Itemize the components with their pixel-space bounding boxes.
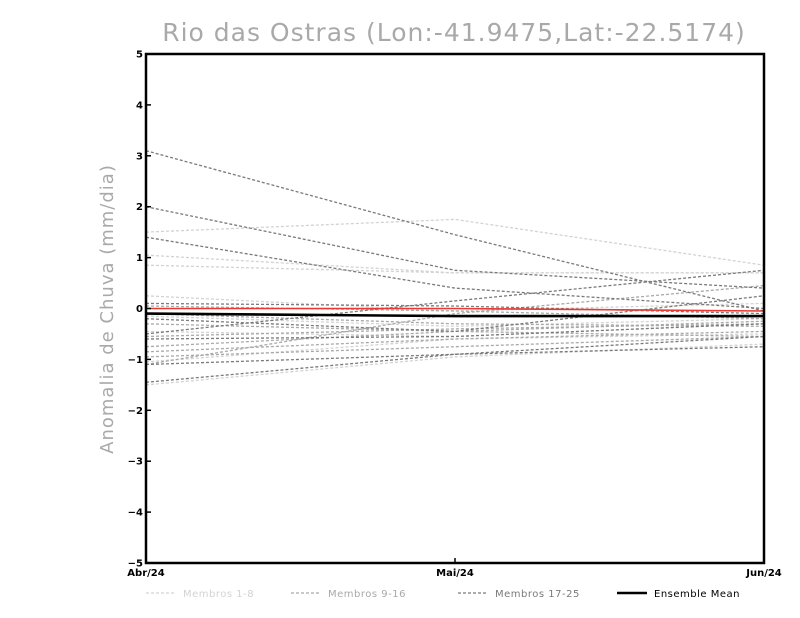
- y-tick-label: −1: [128, 355, 143, 366]
- y-tick-label: 3: [136, 151, 143, 162]
- x-tick-label: Jun/24: [745, 568, 782, 579]
- y-tick-label: −3: [128, 457, 143, 468]
- x-tick-label: Mai/24: [436, 568, 474, 579]
- y-tick-label: 1: [136, 253, 143, 264]
- series-line-20: [145, 302, 765, 315]
- y-tick-label: −2: [128, 406, 143, 417]
- series-line-13: [145, 330, 765, 348]
- series-line-21: [145, 295, 765, 333]
- x-ticks: Abr/24 Mai/24 Jun/24: [127, 558, 782, 579]
- series-line-25: [145, 346, 765, 383]
- series-line-12: [145, 323, 765, 338]
- series-line-1: [145, 218, 765, 266]
- series-line-4: [145, 295, 765, 312]
- series-line-16: [145, 284, 765, 366]
- chart-title: Rio das Ostras (Lon:-41.9475,Lat:-22.517…: [162, 18, 746, 47]
- series-line-22: [145, 269, 765, 335]
- series-line-18: [145, 206, 765, 289]
- series-line-26: [145, 312, 764, 318]
- legend-label: Membros 17-25: [495, 589, 580, 600]
- legend: Membros 1-8 Membros 9-16 Membros 17-25 Ense…: [146, 589, 740, 600]
- x-tick-label: Abr/24: [127, 568, 164, 579]
- series-line-27: [146, 307, 765, 312]
- y-tick-label: 5: [136, 50, 143, 61]
- y-tick-label: −5: [128, 559, 143, 570]
- legend-label: Ensemble Mean: [654, 589, 740, 600]
- legend-label: Membros 9-16: [328, 589, 406, 600]
- series-line-11: [145, 320, 765, 333]
- y-ticks: −5 −4 −3 −2 −1 0 1 2 3 4 5: [128, 50, 151, 570]
- y-tick-label: −4: [128, 508, 143, 519]
- y-axis-label: Anomalia de Chuva (mm/dia): [97, 164, 118, 454]
- y-tick-label: 4: [136, 100, 143, 111]
- series-line-5: [145, 315, 765, 327]
- series-line-23: [145, 323, 765, 340]
- series-line-7: [145, 333, 765, 363]
- series-line-17: [145, 150, 765, 312]
- series-line-24: [145, 335, 765, 366]
- series-line-8: [145, 343, 765, 386]
- legend-label: Membros 1-8: [183, 589, 254, 600]
- series-line-3: [145, 264, 764, 274]
- series-line-15: [145, 335, 765, 358]
- series-line-14: [145, 330, 765, 353]
- series-layer: [145, 150, 765, 386]
- y-tick-label: 0: [136, 304, 143, 315]
- y-tick-label: 2: [136, 202, 143, 213]
